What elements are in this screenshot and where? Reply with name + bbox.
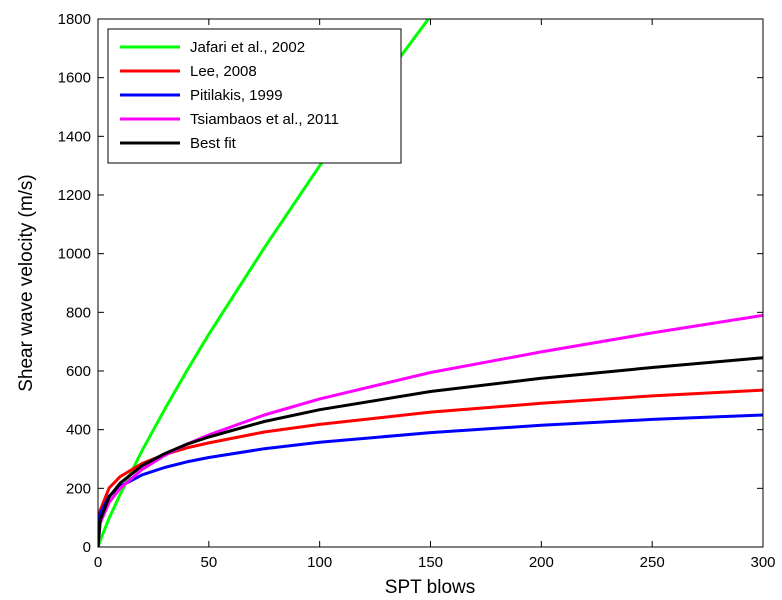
axis-ticks: 0 50 100 150 200 250 300 0 200 400 600 800 1000 1200 1… <box>58 11 776 571</box>
series-line-0 <box>98 19 431 547</box>
x-tick-label: 150 <box>418 554 443 571</box>
series-line-4 <box>98 356 763 547</box>
legend-label-1: Lee, 2008 <box>190 63 257 80</box>
y-tick-label: 1200 <box>58 187 91 204</box>
y-tick-label: 800 <box>66 304 91 321</box>
y-tick-label: 600 <box>66 363 91 380</box>
y-tick-label: 1800 <box>58 11 91 28</box>
legend-label-4: Best fit <box>190 135 237 152</box>
y-tick-label: 1400 <box>58 128 91 145</box>
x-tick-label: 100 <box>307 554 332 571</box>
series-line-1 <box>98 388 763 547</box>
legend-label-0: Jafari et al., 2002 <box>190 39 305 56</box>
x-tick-label: 250 <box>640 554 665 571</box>
x-tick-label: 0 <box>94 554 102 571</box>
x-tick-label: 300 <box>750 554 775 571</box>
y-tick-label: 0 <box>83 539 91 556</box>
legend: Jafari et al., 2002 Lee, 2008 Pitilakis, 1… <box>107 28 402 164</box>
x-tick-label: 200 <box>529 554 554 571</box>
series-layer <box>98 19 763 547</box>
y-tick-label: 400 <box>66 422 91 439</box>
legend-label-2: Pitilakis, 1999 <box>190 87 283 104</box>
y-tick-label: 1600 <box>58 70 91 87</box>
y-axis-label: Shear wave velocity (m/s) <box>16 174 37 392</box>
legend-label-3: Tsiambaos et al., 2011 <box>190 111 339 128</box>
y-tick-label: 200 <box>66 480 91 497</box>
y-tick-label: 1000 <box>58 246 91 263</box>
x-axis-label: SPT blows <box>385 577 475 598</box>
x-tick-label: 50 <box>200 554 217 571</box>
